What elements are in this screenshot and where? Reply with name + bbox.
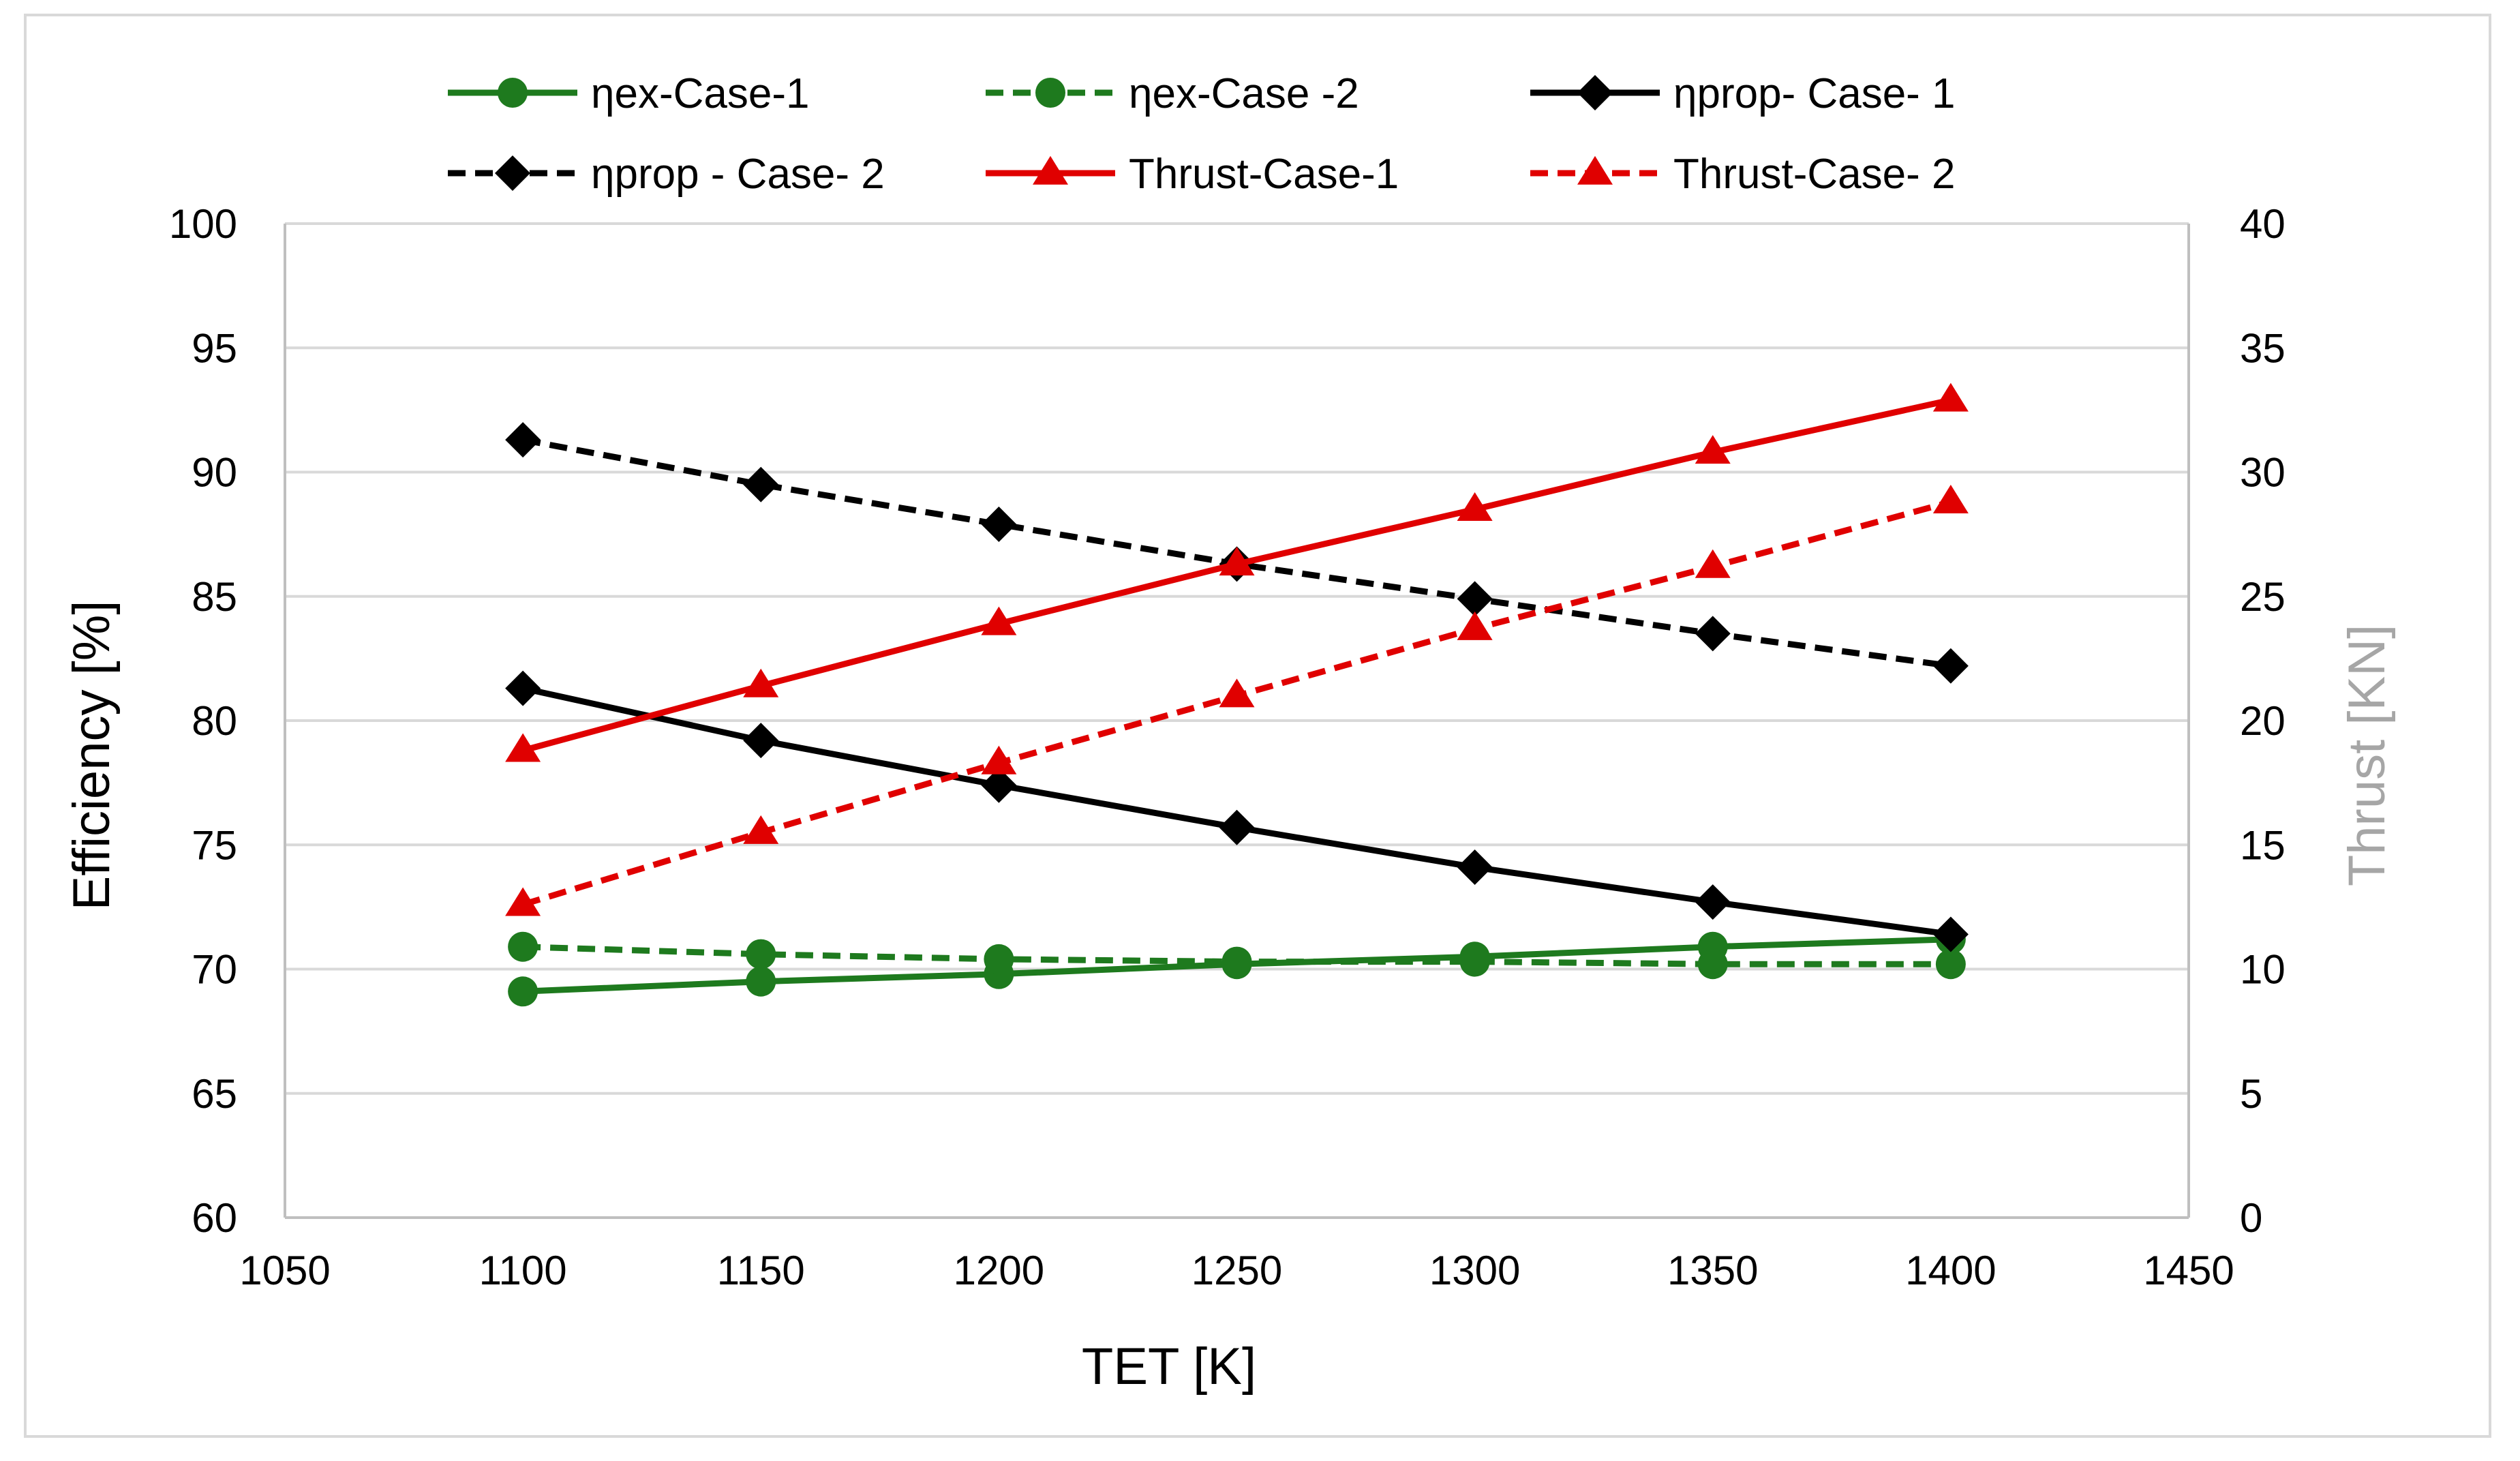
data-point <box>1932 382 1969 412</box>
legend-item: Thrust-Case-1 <box>986 151 1399 198</box>
legend-marker <box>1577 155 1613 185</box>
data-point <box>505 887 541 916</box>
data-point <box>508 976 538 1007</box>
data-point <box>1457 611 1493 640</box>
legend-item: ηex-Case -2 <box>986 70 1359 117</box>
y2-tick-label: 40 <box>2240 201 2286 247</box>
y-tick-label: 90 <box>192 450 237 496</box>
series <box>505 382 1969 1007</box>
data-point <box>981 606 1017 635</box>
series-4 <box>505 382 1969 762</box>
data-point <box>1932 485 1969 514</box>
legend: ηex-Case-1 ηex-Case -2 ηprop- Case- 1 ηprop… <box>448 70 1956 198</box>
data-point <box>1932 916 1969 952</box>
legend-item: ηprop- Case- 1 <box>1530 70 1956 117</box>
y-tick-label: 70 <box>192 947 237 993</box>
x-tick-label: 1400 <box>1905 1248 1996 1293</box>
x-tick-label: 1300 <box>1429 1248 1520 1293</box>
data-point <box>505 422 541 458</box>
y2-tick-label: 0 <box>2240 1195 2262 1241</box>
data-point <box>505 670 541 706</box>
data-point <box>1695 549 1731 578</box>
legend-marker <box>495 155 530 191</box>
data-point <box>1219 809 1255 845</box>
data-point <box>1219 678 1255 708</box>
data-point <box>1935 949 1966 980</box>
y2-tick-label: 5 <box>2240 1071 2262 1117</box>
y-tick-label: 80 <box>192 698 237 744</box>
legend-label: ηex-Case -2 <box>1129 70 1359 117</box>
y2-axis-label: Thrust [KN] <box>2338 624 2396 886</box>
data-point <box>981 767 1017 803</box>
x-tick-label: 1450 <box>2143 1248 2234 1293</box>
y-tick-label: 75 <box>192 822 237 868</box>
legend-label: ηex-Case-1 <box>591 70 809 117</box>
y2-tick-label: 25 <box>2240 574 2286 620</box>
data-point <box>1695 884 1731 920</box>
data-point <box>1457 581 1493 617</box>
legend-marker <box>1577 75 1613 110</box>
data-point <box>743 466 779 502</box>
x-axis-label: TET [K] <box>1082 1338 1256 1396</box>
y-tick-label: 65 <box>192 1071 237 1117</box>
x-tick-label: 1200 <box>954 1248 1044 1293</box>
data-point <box>981 745 1017 774</box>
y-tick-label: 100 <box>169 201 237 247</box>
legend-marker <box>498 78 528 108</box>
data-point <box>743 723 779 759</box>
data-point <box>746 966 776 997</box>
data-point <box>743 668 779 697</box>
data-point <box>1459 946 1490 977</box>
y2-tick-label: 30 <box>2240 450 2286 496</box>
x-tick-label: 1050 <box>239 1248 330 1293</box>
data-point <box>1932 648 1969 684</box>
legend-item: ηprop - Case- 2 <box>448 151 885 198</box>
series-2 <box>505 670 1969 952</box>
data-point <box>746 939 776 969</box>
data-point <box>984 944 1014 974</box>
legend-label: ηprop - Case- 2 <box>591 151 885 198</box>
x-tick-label: 1250 <box>1191 1248 1282 1293</box>
y2-tick-label: 35 <box>2240 325 2286 371</box>
x-tick-label: 1100 <box>479 1248 567 1293</box>
series-1 <box>508 931 1966 980</box>
y-tick-label: 60 <box>192 1195 237 1241</box>
y-axis-label: Efficiency [%] <box>63 601 121 911</box>
chart-frame <box>24 14 2491 1438</box>
legend-item: ηex-Case-1 <box>448 70 809 117</box>
data-point <box>1457 492 1493 521</box>
y2-tick-label: 20 <box>2240 698 2286 744</box>
data-point <box>1695 435 1731 464</box>
series-5 <box>505 485 1969 916</box>
data-point <box>505 733 541 762</box>
data-point <box>743 815 779 844</box>
x-tick-label: 1350 <box>1667 1248 1758 1293</box>
data-point <box>1695 616 1731 652</box>
y2-tick-label: 15 <box>2240 822 2286 868</box>
legend-label: Thrust-Case-1 <box>1129 151 1399 198</box>
data-point <box>1221 946 1252 977</box>
legend-marker <box>1035 78 1065 108</box>
data-point <box>1697 949 1728 980</box>
legend-label: ηprop- Case- 1 <box>1673 70 1956 117</box>
data-point <box>981 507 1017 543</box>
legend-item: Thrust-Case- 2 <box>1530 151 1955 198</box>
legend-label: Thrust-Case- 2 <box>1673 151 1955 198</box>
data-point <box>1457 849 1493 886</box>
data-point <box>508 931 538 962</box>
x-tick-label: 1150 <box>717 1248 805 1293</box>
y2-tick-label: 10 <box>2240 947 2286 993</box>
axes: 1050 1100 1150 1200 1250 1300 1350 1400 14506065… <box>169 201 2286 1293</box>
data-point <box>1219 547 1255 576</box>
y-tick-label: 95 <box>192 325 237 371</box>
y-tick-label: 85 <box>192 574 237 620</box>
legend-marker <box>1033 155 1068 185</box>
